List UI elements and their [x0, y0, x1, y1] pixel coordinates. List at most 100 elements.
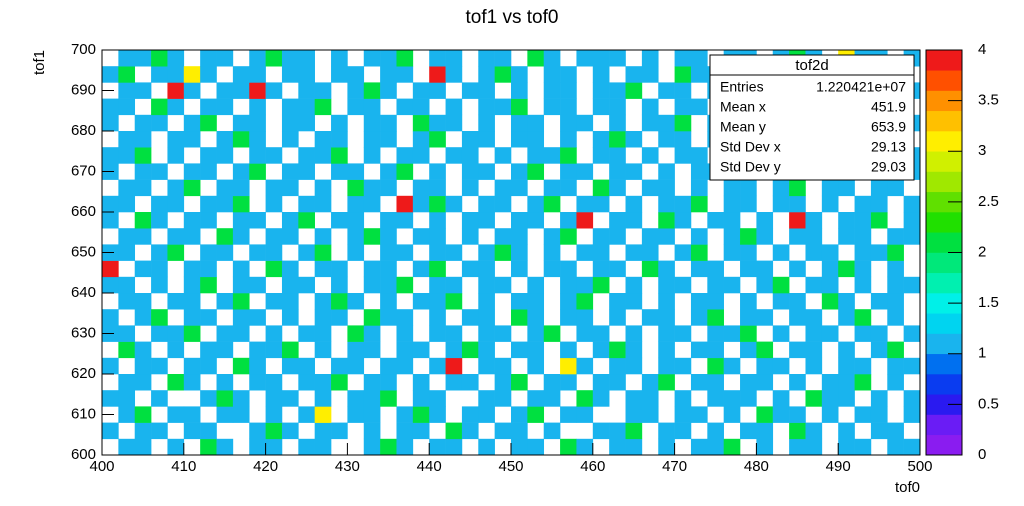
- cell: [609, 277, 626, 294]
- cell: [396, 82, 413, 99]
- cell: [641, 390, 659, 407]
- cell: [592, 179, 610, 197]
- cell: [592, 374, 610, 391]
- cell: [216, 293, 234, 310]
- palette-swatch: [926, 272, 962, 294]
- cell: [281, 309, 299, 326]
- cell: [511, 196, 528, 213]
- cell: [887, 212, 904, 229]
- cell: [642, 423, 659, 440]
- y-tick-label: 660: [71, 203, 96, 220]
- cell: [495, 82, 512, 99]
- cell: [183, 163, 201, 180]
- cell: [789, 358, 806, 375]
- cell: [691, 82, 708, 99]
- cell: [380, 406, 397, 423]
- cell: [298, 244, 315, 261]
- cell: [609, 82, 626, 99]
- cell: [461, 163, 479, 180]
- cell: [167, 309, 184, 326]
- cell: [789, 277, 806, 294]
- cell: [314, 422, 332, 440]
- cell: [331, 82, 348, 99]
- cell: [445, 195, 463, 213]
- cell: [134, 114, 152, 132]
- cell: [511, 228, 528, 245]
- cell: [592, 325, 610, 342]
- cell: [118, 390, 136, 407]
- cell: [232, 163, 250, 180]
- cell: [298, 406, 315, 423]
- cell: [233, 244, 250, 261]
- cell: [249, 244, 266, 261]
- cell: [200, 66, 217, 83]
- y-tick-label: 650: [71, 243, 96, 260]
- cell: [315, 115, 332, 132]
- cell: [331, 114, 348, 132]
- cell: [396, 341, 414, 359]
- cell: [642, 212, 659, 229]
- cell: [691, 115, 708, 132]
- cell: [347, 131, 364, 148]
- cell: [347, 390, 365, 407]
- cell: [200, 374, 217, 391]
- cell: [854, 438, 872, 456]
- cell: [265, 341, 283, 359]
- cell: [298, 147, 315, 164]
- cell: [870, 422, 888, 440]
- cell: [593, 439, 610, 456]
- cell: [200, 98, 217, 116]
- cell: [314, 390, 332, 407]
- cell: [134, 50, 152, 67]
- x-tick-label: 450: [498, 458, 523, 475]
- cell: [216, 390, 234, 407]
- cell: [789, 374, 806, 391]
- cell: [266, 131, 283, 148]
- cell: [380, 325, 397, 342]
- cell: [527, 163, 545, 180]
- cell: [413, 439, 430, 456]
- cell: [871, 228, 888, 245]
- cell: [658, 195, 675, 213]
- cell: [675, 261, 692, 278]
- cell: [396, 357, 414, 375]
- cell: [134, 438, 152, 456]
- cell: [674, 212, 692, 229]
- cell: [118, 358, 135, 375]
- cell: [380, 342, 397, 359]
- cell: [789, 309, 806, 326]
- cell: [495, 406, 512, 423]
- cell: [609, 66, 626, 83]
- cell: [543, 325, 561, 342]
- cell: [821, 406, 839, 423]
- cell: [576, 261, 593, 278]
- cell: [560, 374, 577, 391]
- cell: [298, 212, 315, 229]
- cell: [315, 277, 332, 294]
- cell: [674, 325, 692, 342]
- cell: [658, 357, 675, 375]
- cell: [363, 390, 381, 407]
- cell: [446, 390, 463, 407]
- cell: [347, 293, 365, 310]
- cell: [331, 99, 348, 116]
- cell: [609, 422, 626, 440]
- cell: [756, 390, 773, 407]
- cell: [773, 228, 790, 245]
- cell: [478, 195, 495, 213]
- cell: [543, 228, 561, 245]
- cell: [576, 99, 593, 116]
- cell: [232, 260, 250, 278]
- cell: [446, 180, 463, 197]
- cell: [200, 293, 217, 310]
- cell: [445, 293, 463, 310]
- cell: [821, 293, 839, 310]
- cell: [658, 179, 675, 197]
- cell: [560, 114, 577, 132]
- cell: [331, 374, 348, 391]
- stats-value: 29.13: [871, 139, 906, 155]
- cell: [249, 276, 266, 294]
- cell: [691, 358, 708, 375]
- cell: [266, 115, 283, 132]
- cell: [641, 50, 659, 67]
